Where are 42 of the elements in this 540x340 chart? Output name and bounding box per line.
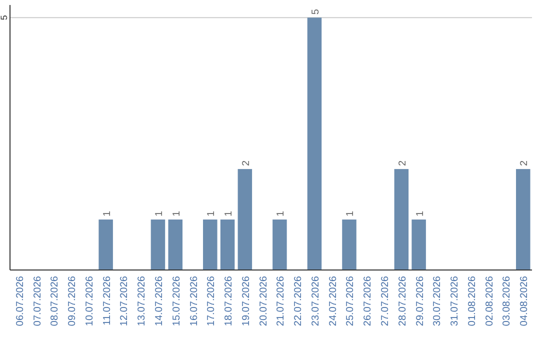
x-tick-label: 30.07.2026 — [432, 276, 444, 326]
x-tick-label: 26.07.2026 — [362, 276, 374, 326]
x-tick-label: 06.07.2026 — [14, 276, 26, 326]
x-tick-label: 10.07.2026 — [84, 276, 96, 326]
data-label: 1 — [276, 210, 287, 217]
x-tick-label: 07.07.2026 — [32, 276, 44, 326]
data-label: 2 — [240, 160, 252, 166]
x-tick-label: 02.08.2026 — [484, 276, 496, 326]
x-tick-label: 04.08.2026 — [519, 276, 530, 326]
x-tick-label: 21.07.2026 — [276, 276, 287, 326]
data-label: 5 — [310, 8, 322, 15]
x-tick-label: 15.07.2026 — [171, 276, 182, 326]
data-label: 1 — [345, 210, 356, 217]
x-tick-label: 14.07.2026 — [154, 276, 165, 326]
x-tick-label: 13.07.2026 — [136, 276, 148, 326]
x-tick-label: 19.07.2026 — [240, 276, 252, 326]
x-tick-label: 12.07.2026 — [119, 276, 130, 326]
x-tick-label: 29.07.2026 — [414, 276, 426, 326]
x-tick-label: 28.07.2026 — [397, 276, 408, 326]
x-tick-label: 16.07.2026 — [188, 276, 200, 326]
x-tick-label: 22.07.2026 — [293, 276, 304, 326]
x-tick-label: 24.07.2026 — [328, 276, 339, 326]
x-tick-label: 17.07.2026 — [206, 276, 218, 326]
x-tick-label: 09.07.2026 — [67, 276, 78, 326]
x-tick-label: 31.07.2026 — [450, 276, 461, 326]
x-tick-label: 23.07.2026 — [310, 276, 322, 326]
data-label: 1 — [102, 210, 113, 217]
x-tick-label: 11.07.2026 — [102, 276, 113, 326]
data-label: 1 — [224, 210, 235, 217]
data-label: 2 — [397, 160, 408, 166]
x-tick-label: 27.07.2026 — [380, 276, 392, 326]
x-tick-label: 01.08.2026 — [466, 276, 478, 326]
data-label: 1 — [154, 210, 165, 217]
data-label: 1 — [414, 210, 426, 217]
x-tick-label: 08.07.2026 — [50, 276, 61, 326]
x-tick-label: 20.07.2026 — [258, 276, 270, 326]
data-label: 1 — [206, 210, 218, 217]
x-tick-label: 25.07.2026 — [345, 276, 356, 326]
x-tick-label: 03.08.2026 — [502, 276, 513, 326]
data-label: 2 — [519, 160, 530, 166]
data-label: 1 — [171, 210, 182, 217]
x-tick-label: 18.07.2026 — [224, 276, 235, 326]
